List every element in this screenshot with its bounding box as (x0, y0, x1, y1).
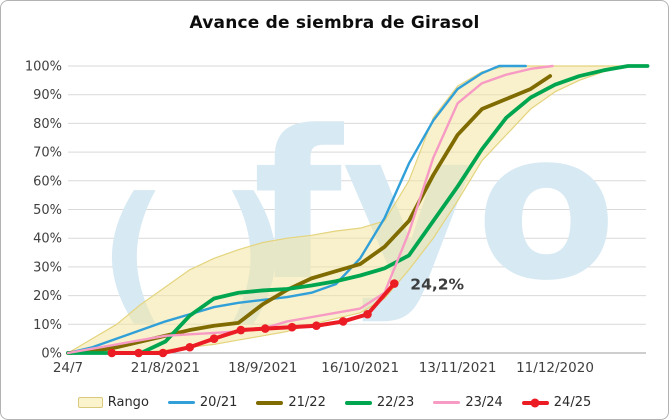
x-tick-label: 24/7 (53, 360, 83, 376)
series-marker (107, 348, 117, 358)
y-tick-label: 50% (33, 203, 62, 218)
legend-item-20-21: 20/21 (167, 395, 238, 410)
legend-swatch-line (344, 400, 372, 405)
series-marker (236, 325, 246, 335)
legend-item-rango: Rango (77, 395, 149, 410)
series-marker (363, 309, 372, 319)
series-marker (260, 324, 270, 333)
x-tick-label: 21/8/2021 (131, 360, 200, 376)
legend-label: Rango (107, 395, 149, 410)
x-tick-label: 18/9/2021 (228, 360, 297, 376)
series-marker (158, 348, 168, 358)
legend-label: 20/21 (199, 395, 238, 410)
series-marker (287, 322, 297, 332)
last-value-annotation: 24,2% (410, 276, 464, 294)
legend-item-22-23: 22/23 (344, 395, 415, 410)
legend-item-21-22: 21/22 (256, 395, 326, 410)
y-tick-label: 0% (41, 347, 62, 362)
series-marker (338, 317, 348, 326)
chart-title: Avance de siembra de Girasol (189, 13, 480, 33)
legend-swatch-band (77, 397, 103, 408)
y-tick-label: 40% (33, 232, 62, 247)
series-marker (389, 279, 399, 288)
y-tick-label: 90% (33, 88, 62, 103)
legend-swatch-marker (530, 398, 540, 407)
legend-swatch-line (433, 401, 461, 404)
y-tick-label: 30% (33, 260, 62, 275)
x-tick-label: 11/12/2020 (516, 360, 594, 376)
y-tick-label: 80% (33, 117, 62, 132)
y-tick-label: 60% (33, 174, 62, 189)
y-tick-label: 100% (25, 60, 62, 75)
legend-item-24-25: 24/25 (521, 395, 592, 410)
legend-swatch-line (521, 398, 549, 407)
chart-legend: Rango 20/21 21/22 22/23 23/24 24/25 (1, 395, 668, 410)
series-marker (134, 348, 143, 358)
series-marker (312, 321, 321, 331)
legend-label: 24/25 (553, 395, 592, 410)
y-tick-label: 20% (33, 289, 62, 304)
series-line-20-21 (66, 64, 527, 355)
series-marker (209, 334, 219, 343)
series-marker (185, 342, 195, 352)
legend-label: 21/22 (288, 395, 326, 410)
legend-label: 23/24 (465, 395, 503, 410)
y-tick-label: 10% (33, 318, 62, 333)
legend-item-23-24: 23/24 (433, 395, 503, 410)
x-tick-label: 16/10/2021 (321, 360, 399, 376)
x-tick-label: 13/11/2021 (419, 360, 497, 376)
y-tick-label: 70% (33, 146, 62, 161)
legend-swatch-line (167, 401, 195, 404)
series-line-23-24 (66, 64, 554, 355)
legend-label: 22/23 (376, 395, 415, 410)
series-line-22-23 (66, 64, 650, 355)
legend-swatch-line (256, 400, 284, 405)
